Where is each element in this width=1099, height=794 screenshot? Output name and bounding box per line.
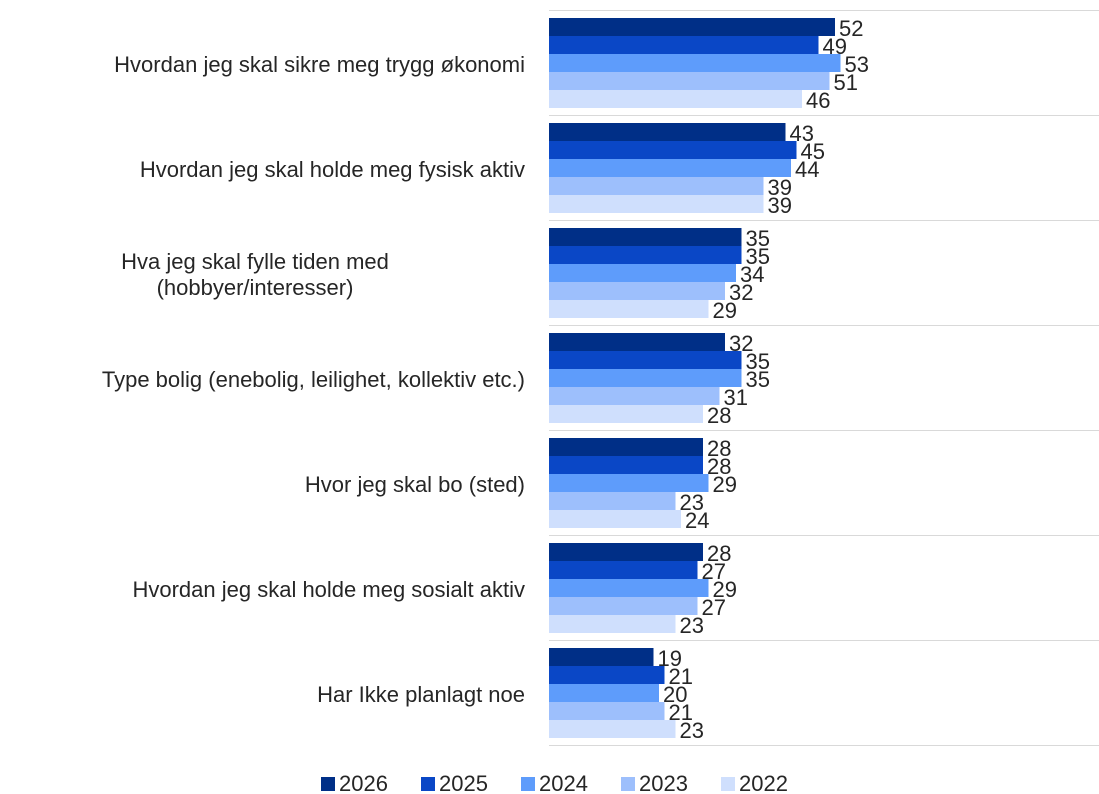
legend-swatch xyxy=(421,777,435,791)
data-label: 31 xyxy=(724,385,748,410)
legend-label: 2023 xyxy=(639,771,688,794)
bar xyxy=(549,177,764,195)
data-label: 35 xyxy=(746,244,770,269)
bar xyxy=(549,666,665,684)
bar xyxy=(549,282,725,300)
bar xyxy=(549,474,709,492)
data-label: 29 xyxy=(713,472,737,497)
category-label: Har Ikke planlagt noe xyxy=(317,681,525,707)
bar xyxy=(549,648,654,666)
legend-swatch xyxy=(321,777,335,791)
category-label: Type bolig (enebolig, leilighet, kollekt… xyxy=(101,366,525,392)
bar xyxy=(549,615,676,633)
data-label: 23 xyxy=(680,613,704,638)
data-label: 24 xyxy=(685,508,709,533)
bar xyxy=(549,387,720,405)
data-label: 51 xyxy=(834,70,858,95)
data-label: 39 xyxy=(768,175,792,200)
category-label: Hvordan jeg skal holde meg sosialt aktiv xyxy=(132,576,525,602)
data-label: 35 xyxy=(746,349,770,374)
data-label: 28 xyxy=(707,403,731,428)
bar xyxy=(549,579,709,597)
legend-label: 2022 xyxy=(739,771,788,794)
bar xyxy=(549,264,736,282)
bar xyxy=(549,561,698,579)
legend-label: 2025 xyxy=(439,771,488,794)
legend-swatch xyxy=(721,777,735,791)
bar xyxy=(549,543,703,561)
data-label: 27 xyxy=(702,595,726,620)
data-label: 34 xyxy=(740,262,764,287)
legend-label: 2024 xyxy=(539,771,588,794)
bar xyxy=(549,123,786,141)
data-label: 45 xyxy=(801,139,825,164)
data-label: 20 xyxy=(663,682,687,707)
data-label: 23 xyxy=(680,490,704,515)
bar xyxy=(549,141,797,159)
bar xyxy=(549,351,742,369)
data-label: 32 xyxy=(729,280,753,305)
bar xyxy=(549,159,791,177)
bar xyxy=(549,333,725,351)
bar xyxy=(549,369,742,387)
bar xyxy=(549,228,742,246)
category-label: Hva jeg skal fylle tiden med (hobbyer/in… xyxy=(121,248,389,300)
bar xyxy=(549,720,676,738)
bar xyxy=(549,36,819,54)
data-label: 28 xyxy=(707,436,731,461)
data-label: 52 xyxy=(839,16,863,41)
data-label: 44 xyxy=(795,157,819,182)
bar xyxy=(549,684,659,702)
category-label: Hvordan jeg skal holde meg fysisk aktiv xyxy=(139,156,525,182)
bar xyxy=(549,456,703,474)
data-label: 28 xyxy=(707,454,731,479)
data-label: 53 xyxy=(845,52,869,77)
data-label: 21 xyxy=(669,664,693,689)
data-label: 23 xyxy=(680,718,704,743)
data-label: 29 xyxy=(713,577,737,602)
bar xyxy=(549,702,665,720)
data-label: 46 xyxy=(806,88,830,113)
bar xyxy=(549,405,703,423)
legend-swatch xyxy=(621,777,635,791)
bar xyxy=(549,54,841,72)
bar xyxy=(549,18,835,36)
data-label: 29 xyxy=(713,298,737,323)
category-label: Hvor jeg skal bo (sted) xyxy=(304,471,525,497)
bar xyxy=(549,246,742,264)
data-label: 35 xyxy=(746,367,770,392)
bar xyxy=(549,597,698,615)
data-label: 35 xyxy=(746,226,770,251)
bar xyxy=(549,510,681,528)
data-label: 39 xyxy=(768,193,792,218)
bar xyxy=(549,195,764,213)
bar xyxy=(549,90,802,108)
bar xyxy=(549,300,709,318)
bar xyxy=(549,438,703,456)
category-label: Hvordan jeg skal sikre meg trygg økonomi xyxy=(114,51,525,77)
data-label: 28 xyxy=(707,541,731,566)
bar xyxy=(549,72,830,90)
legend-label: 2026 xyxy=(339,771,388,794)
legend-swatch xyxy=(521,777,535,791)
bar xyxy=(549,492,676,510)
